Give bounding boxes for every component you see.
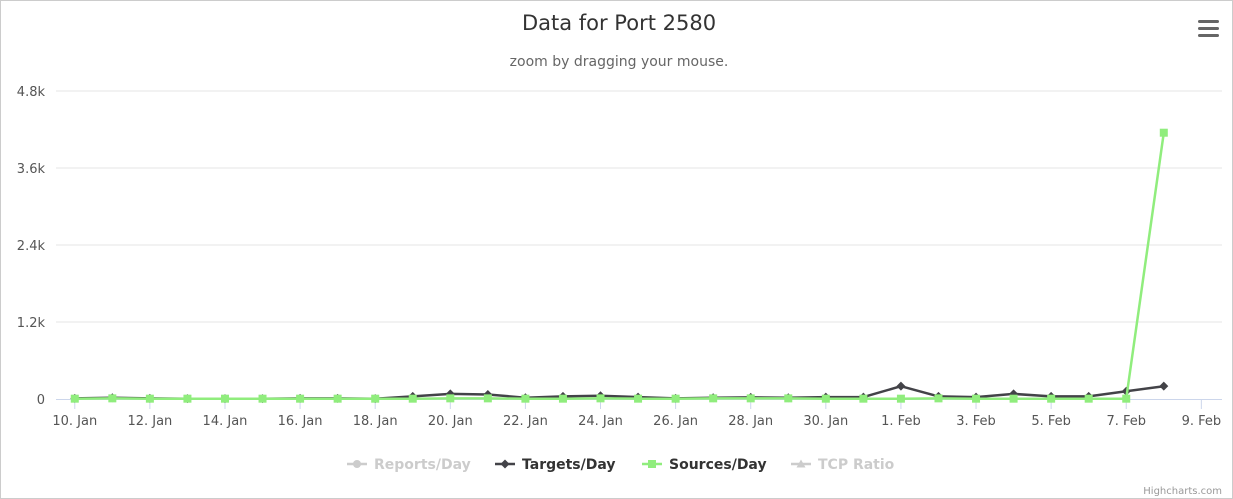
data-point[interactable] (934, 394, 943, 403)
menu-icon[interactable] (1193, 15, 1223, 41)
data-point[interactable] (220, 394, 229, 403)
legend-marker[interactable] (648, 460, 656, 468)
x-tick-label: 22. Jan (503, 414, 548, 429)
x-tick-label: 30. Jan (803, 414, 848, 429)
series-line[interactable] (74, 384, 1164, 400)
data-point[interactable] (859, 394, 868, 403)
x-tick-label: 18. Jan (353, 414, 398, 429)
data-point[interactable] (972, 394, 981, 403)
credits-link[interactable]: Highcharts.com (1143, 486, 1222, 497)
data-point[interactable] (108, 394, 117, 403)
data-point[interactable] (258, 394, 267, 403)
x-tick-label: 9. Feb (1182, 414, 1222, 429)
data-point[interactable] (446, 394, 455, 403)
data-point[interactable] (145, 394, 154, 403)
x-tick-label: 16. Jan (278, 414, 323, 429)
x-tick-label: 3. Feb (956, 414, 996, 429)
plot-series[interactable] (70, 128, 1169, 404)
data-point[interactable] (896, 381, 906, 391)
legend-marker[interactable] (353, 460, 361, 468)
data-point[interactable] (1009, 394, 1018, 403)
grid-lines (56, 90, 1222, 323)
data-point[interactable] (784, 394, 793, 403)
data-point[interactable] (1122, 394, 1131, 403)
data-point[interactable] (371, 394, 380, 403)
legend-label[interactable]: Targets/Day (522, 457, 616, 473)
legend-item[interactable]: Reports/Day (347, 457, 471, 473)
y-tick-label: 2.4k (17, 239, 46, 254)
legend-label[interactable]: TCP Ratio (818, 457, 895, 473)
data-point[interactable] (558, 394, 567, 403)
data-point[interactable] (483, 394, 492, 403)
data-point[interactable] (746, 394, 755, 403)
data-point[interactable] (183, 394, 192, 403)
data-point[interactable] (1159, 381, 1169, 391)
x-tick-label: 28. Jan (728, 414, 773, 429)
data-point[interactable] (1047, 394, 1056, 403)
legend-marker[interactable] (500, 459, 510, 469)
x-tick-label: 10. Jan (52, 414, 97, 429)
series-line[interactable] (74, 132, 1166, 400)
x-tick-label: 20. Jan (428, 414, 473, 429)
legend[interactable]: Reports/Day Targets/Day Sources/Day TCP Rat… (347, 457, 895, 473)
data-point[interactable] (408, 394, 417, 403)
y-tick-label: 0 (37, 393, 45, 408)
x-axis: 10. Jan 12. Jan 14. Jan 16. Jan 18. Jan 20. J… (52, 399, 1222, 429)
y-tick-label: 3.6k (17, 162, 46, 177)
data-point[interactable] (1159, 128, 1168, 137)
legend-marker[interactable] (796, 459, 806, 468)
x-tick-label: 1. Feb (881, 414, 921, 429)
data-point[interactable] (521, 394, 530, 403)
series-sources-day[interactable] (70, 128, 1168, 403)
menu-icon-bar-top (1198, 20, 1219, 23)
data-point[interactable] (296, 394, 305, 403)
data-point[interactable] (70, 394, 79, 403)
data-point[interactable] (1084, 394, 1093, 403)
legend-item[interactable]: TCP Ratio (791, 457, 895, 473)
chart-subtitle: zoom by dragging your mouse. (510, 54, 729, 70)
data-point[interactable] (709, 394, 718, 403)
x-tick-label: 7. Feb (1106, 414, 1146, 429)
menu-icon-bar-bottom (1198, 34, 1219, 37)
chart-title: Data for Port 2580 (522, 11, 716, 35)
y-axis-labels: 0 1.2k 2.4k 3.6k 4.8k (17, 85, 46, 408)
x-tick-label: 5. Feb (1031, 414, 1071, 429)
y-tick-label: 1.2k (17, 316, 46, 331)
x-tick-label: 26. Jan (653, 414, 698, 429)
data-point[interactable] (821, 394, 830, 403)
legend-item[interactable]: Targets/Day (495, 457, 616, 473)
legend-label[interactable]: Reports/Day (374, 457, 471, 473)
menu-icon-bar-middle (1198, 27, 1219, 30)
legend-label[interactable]: Sources/Day (669, 457, 767, 473)
y-tick-label: 4.8k (17, 85, 46, 100)
x-tick-label: 12. Jan (127, 414, 172, 429)
data-point[interactable] (671, 394, 680, 403)
data-point[interactable] (634, 394, 643, 403)
data-point[interactable] (596, 394, 605, 403)
x-tick-label: 24. Jan (578, 414, 623, 429)
legend-item[interactable]: Sources/Day (642, 457, 767, 473)
data-point[interactable] (896, 394, 905, 403)
data-point[interactable] (333, 394, 342, 403)
x-tick-label: 14. Jan (203, 414, 248, 429)
